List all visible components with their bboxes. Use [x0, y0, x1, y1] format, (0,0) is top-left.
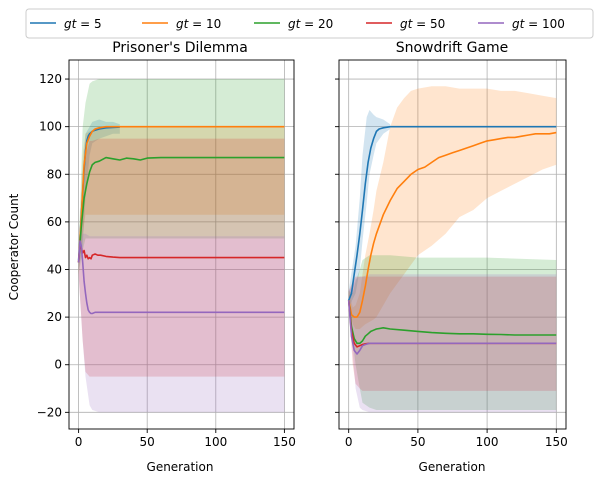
- x-axis-label: Generation: [147, 460, 214, 474]
- axes-frame: [68, 59, 295, 430]
- series-line: [347, 125, 557, 301]
- legend: gt = 5 gt = 10 gt = 20 gt = 50 gt = 100: [25, 8, 594, 39]
- panel-title: Prisoner's Dilemma: [112, 40, 248, 56]
- series-line: [347, 300, 557, 345]
- series-line: [347, 300, 557, 355]
- y-tick-label: 60: [47, 215, 62, 229]
- panel-snowdrift-game: Snowdrift Game Generation 0 50 100 150: [335, 40, 568, 474]
- x-tick-label: 50: [140, 435, 155, 449]
- x-axis-label: Generation: [419, 460, 486, 474]
- legend-frame: [25, 8, 594, 39]
- series-line: [77, 242, 285, 263]
- y-axis-label: Cooperator Count: [7, 193, 21, 300]
- y-tick-label: −20: [37, 405, 62, 419]
- y-tick-label: 100: [39, 120, 62, 134]
- series-line: [77, 156, 285, 263]
- y-tick-label: 40: [47, 262, 62, 276]
- panel-prisoners-dilemma: Prisoner's Dilemma Generation 0 50 100 150 −…: [37, 40, 296, 474]
- confidence-band: [348, 255, 557, 410]
- confidence-band: [78, 126, 285, 275]
- x-tick-label: 0: [75, 435, 83, 449]
- x-tick-label: 100: [204, 435, 227, 449]
- x-tick-label: 150: [545, 435, 568, 449]
- series-line: [77, 240, 285, 315]
- plot-area: [347, 86, 557, 413]
- x-tick-label: 50: [410, 435, 425, 449]
- y-tick-label: 0: [54, 358, 62, 372]
- x-tick-label: 0: [345, 435, 353, 449]
- y-tick-label: 80: [47, 167, 62, 181]
- panel-title: Snowdrift Game: [396, 40, 509, 56]
- confidence-band: [348, 110, 391, 308]
- confidence-band: [78, 79, 285, 275]
- axes-frame: [338, 59, 567, 430]
- legend-label: gt = 100: [512, 17, 565, 31]
- series-line: [347, 131, 557, 318]
- x-tick-label: 150: [273, 435, 296, 449]
- legend-label: gt = 10: [176, 17, 221, 31]
- confidence-band: [348, 86, 557, 329]
- y-tick-label: 120: [39, 72, 62, 86]
- confidence-band: [78, 233, 285, 413]
- series-line: [77, 125, 285, 263]
- plot-area: [77, 79, 285, 413]
- legend-label: gt = 5: [64, 17, 102, 31]
- legend-label: gt = 20: [288, 17, 333, 31]
- confidence-band: [78, 119, 120, 270]
- y-tick-label: 20: [47, 310, 62, 324]
- x-tick-label: 100: [476, 435, 499, 449]
- legend-label: gt = 50: [400, 17, 445, 31]
